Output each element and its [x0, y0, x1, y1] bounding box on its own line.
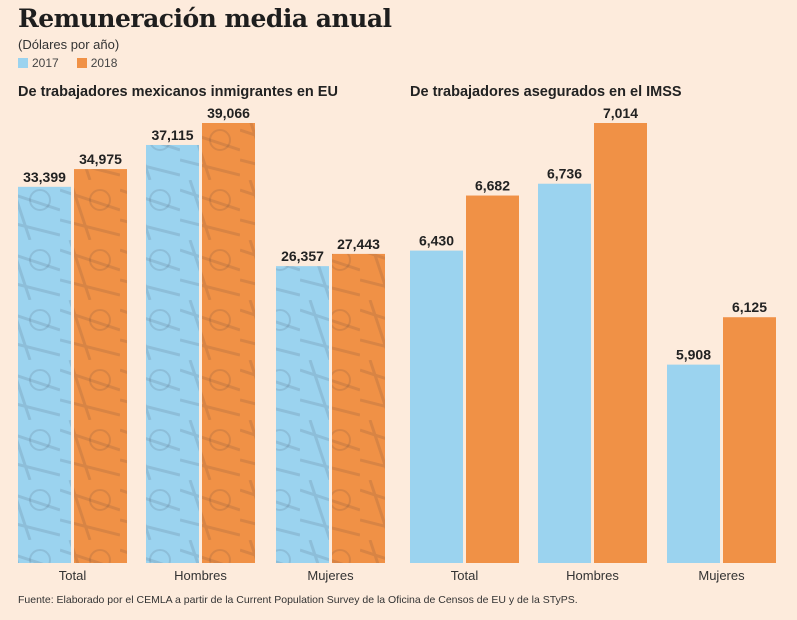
legend: 2017 2018 — [18, 56, 117, 70]
bar-total-2018 — [466, 195, 519, 563]
bar-texture — [146, 144, 199, 563]
right-chart: 6,430 6,682 Total 6,736 7,014 Hombres 5,908 6,1… — [410, 105, 776, 583]
legend-swatch-2018 — [76, 58, 87, 68]
legend-item-2017: 2017 — [18, 56, 59, 70]
data-label-mujeres-2018: 27,443 — [337, 236, 380, 252]
bar-mujeres-2018 — [723, 317, 776, 563]
bar-texture — [18, 186, 71, 563]
bar-hombres-2017 — [538, 183, 591, 563]
chart-title: Remuneración media anual — [18, 4, 392, 33]
left-chart: 33,399 34,975 Total 37,115 39,066 Hombres 26,3… — [18, 105, 385, 583]
data-label-hombres-2018: 7,014 — [603, 105, 638, 121]
category-label-mujeres: Mujeres — [698, 568, 745, 583]
bar-texture — [276, 266, 329, 563]
legend-swatch-2017 — [18, 58, 28, 68]
data-label-total-2017: 33,399 — [23, 169, 66, 185]
data-label-mujeres-2018: 6,125 — [732, 299, 767, 315]
source-note: Fuente: Elaborado por el CEMLA a partir … — [18, 594, 578, 606]
bar-texture — [74, 169, 127, 563]
category-label-total: Total — [59, 568, 87, 583]
data-label-total-2017: 6,430 — [419, 233, 454, 249]
bar-texture — [202, 123, 255, 563]
category-label-mujeres: Mujeres — [307, 568, 354, 583]
legend-item-2018: 2018 — [76, 56, 118, 70]
bar-texture — [332, 253, 385, 564]
data-label-total-2018: 34,975 — [79, 151, 122, 167]
data-label-mujeres-2017: 26,357 — [281, 248, 324, 264]
right-panel-title: De trabajadores asegurados en el IMSS — [410, 84, 682, 100]
category-label-hombres: Hombres — [566, 568, 619, 583]
category-label-hombres: Hombres — [174, 568, 227, 583]
legend-label-2017: 2017 — [32, 56, 59, 70]
data-label-hombres-2017: 6,736 — [547, 166, 582, 182]
chart-subtitle: (Dólares por año) — [18, 37, 120, 52]
data-label-mujeres-2017: 5,908 — [676, 347, 711, 363]
bar-mujeres-2017 — [667, 364, 720, 563]
data-label-hombres-2017: 37,115 — [151, 127, 193, 143]
category-label-total: Total — [451, 568, 479, 583]
bar-total-2017 — [410, 250, 463, 563]
data-label-total-2018: 6,682 — [475, 178, 510, 194]
bar-hombres-2018 — [594, 123, 647, 563]
legend-label-2018: 2018 — [90, 56, 118, 70]
data-label-hombres-2018: 39,066 — [207, 105, 250, 121]
left-panel-title: De trabajadores mexicanos inmigrantes en… — [18, 84, 338, 100]
